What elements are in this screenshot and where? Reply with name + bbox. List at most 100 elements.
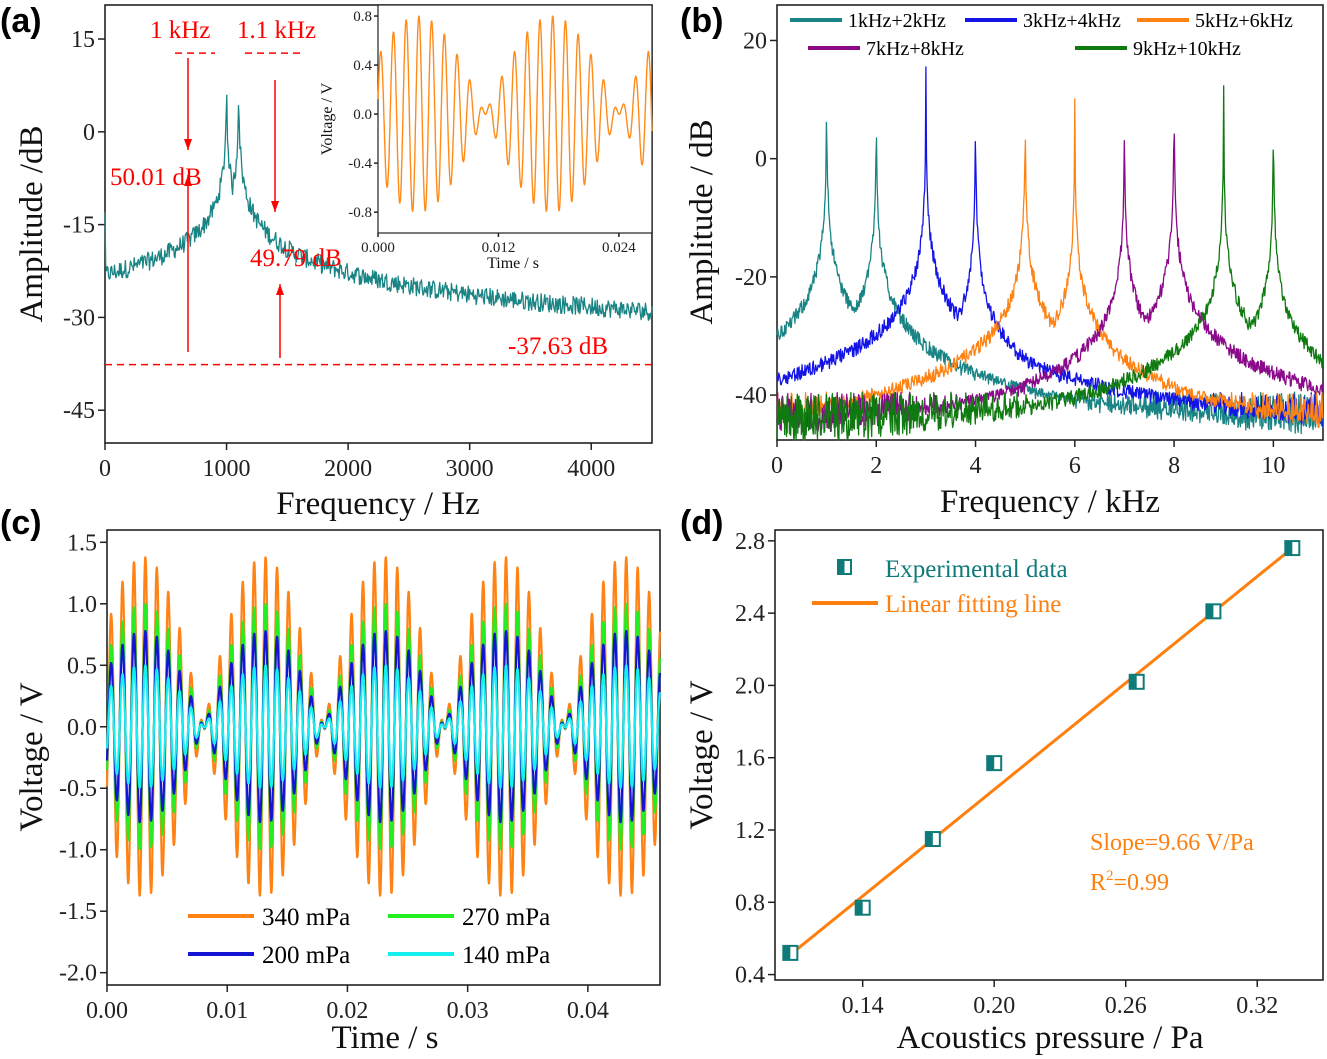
legend-label-140: 140 mPa <box>462 942 550 969</box>
data-point-fill <box>987 756 995 771</box>
panel-c-ylabel: Voltage / V <box>14 682 50 831</box>
panel-b-xtick-label: 6 <box>1069 453 1081 479</box>
panel-b-series-5 <box>776 85 1324 441</box>
arrow-up-snr1-head <box>184 175 192 186</box>
panel-a-xtick-label: 4000 <box>567 456 615 482</box>
annotation-f1: 1 kHz <box>150 17 210 44</box>
panel-b-xlabel: Frequency / kHz <box>940 484 1160 520</box>
inset-ytick-label: 0.8 <box>353 9 372 25</box>
data-point-fill <box>1206 604 1214 619</box>
panel-a-annotations: 1 kHz 1.1 kHz 50.01 dB 49.79 dB -37.63 d… <box>110 17 608 360</box>
panel-c-xlabel: Time / s <box>332 1020 439 1056</box>
panel-b-ytick-label: 20 <box>743 28 767 54</box>
panel-label-b: (b) <box>680 2 723 40</box>
legend-label-9-10khz: 9kHz+10kHz <box>1133 38 1241 60</box>
data-point-fill <box>925 832 933 847</box>
panel-a-xtick-label: 2000 <box>324 456 372 482</box>
panel-c-ytick-label: 0.0 <box>67 715 97 741</box>
panel-d-ytick-label: 0.4 <box>735 963 765 989</box>
inset-xlabel: Time / s <box>487 255 539 272</box>
panel-d-ytick-label: 0.8 <box>735 890 765 916</box>
panel-b-series-1 <box>776 121 1324 435</box>
panel-d-xlabel: Acoustics pressure / Pa <box>896 1020 1203 1056</box>
panel-c-ytick-label: -0.5 <box>59 776 97 802</box>
panel-a-ytick-label: -45 <box>63 398 95 424</box>
panel-d-xtick-label: 0.26 <box>1105 993 1147 1019</box>
legend-marker-fill <box>838 560 845 574</box>
annotation-f2: 1.1 kHz <box>237 17 316 44</box>
inset-xtick-label: 0.024 <box>602 240 636 256</box>
panel-d-xtick-label: 0.32 <box>1236 993 1278 1019</box>
panel-label-d: (d) <box>680 504 723 542</box>
panel-c-ytick-label: -1.5 <box>59 899 97 925</box>
panel-c-ytick-label: -1.0 <box>59 838 97 864</box>
panel-d-ylabel: Voltage / V <box>684 680 720 829</box>
data-point-fill <box>855 900 863 915</box>
panel-b-legend: 1kHz+2kHz 3kHz+4kHz 5kHz+6kHz 7kHz+8kHz … <box>790 10 1293 60</box>
panel-d-ytick-label: 2.8 <box>735 529 765 555</box>
inset-xtick-label: 0.000 <box>361 240 395 256</box>
inset-xtick-label: 0.012 <box>482 240 516 256</box>
legend-label-200: 200 mPa <box>262 942 350 969</box>
panel-a-axes: 0 1000 2000 3000 4000 15 0 -15 -30 -45 <box>63 4 653 482</box>
panel-label-c: (c) <box>0 504 42 542</box>
panel-b-xtick-label: 4 <box>970 453 982 479</box>
legend-label-fit: Linear fitting line <box>885 591 1061 618</box>
panel-c-ytick-label: 0.5 <box>67 653 97 679</box>
panel-a-ytick-label: 0 <box>83 120 95 146</box>
legend-label-3-4khz: 3kHz+4kHz <box>1023 10 1121 32</box>
panel-c-legend: 340 mPa 270 mPa 200 mPa 140 mPa <box>188 904 550 969</box>
panel-b-series-3 <box>776 98 1324 429</box>
panel-c-axes: 0.00 0.01 0.02 0.03 0.04 1.5 1.0 0.5 0.0 -0.5 -1.0… <box>59 529 661 1024</box>
panel-d-ytick-label: 1.2 <box>735 818 765 844</box>
panel-a-ytick-label: -30 <box>63 305 95 331</box>
panel-d-ytick-label: 2.4 <box>735 601 765 627</box>
legend-label-270: 270 mPa <box>462 904 550 931</box>
annotation-floor: -37.63 dB <box>508 333 608 360</box>
panel-d-axes: 0.14 0.20 0.26 0.32 2.8 2.4 2.0 1.6 1.2 0.8 0.4 <box>735 529 1324 1019</box>
data-point-fill <box>1285 541 1293 556</box>
inset-ytick-label: 0.0 <box>353 107 372 123</box>
panel-d-xtick-label: 0.14 <box>842 993 884 1019</box>
panel-c-ytick-label: 1.5 <box>67 530 97 556</box>
panel-c-ytick-label: -2.0 <box>59 961 97 987</box>
panel-b-ylabel: Amplitude / dB <box>684 119 720 324</box>
panel-b-ytick-label: 0 <box>755 147 767 173</box>
panel-c-ytick-label: 1.0 <box>67 592 97 618</box>
panel-a-xlabel: Frequency / Hz <box>276 486 479 522</box>
legend-label-7-8khz: 7kHz+8kHz <box>866 38 964 60</box>
arrow-down-snr2-head <box>271 201 279 212</box>
panel-b-xtick-label: 0 <box>771 453 783 479</box>
legend-label-experimental: Experimental data <box>885 556 1068 583</box>
panel-b-frame <box>776 4 1324 441</box>
legend-label-1-2khz: 1kHz+2kHz <box>848 10 946 32</box>
panel-b-xtick-label: 10 <box>1261 453 1285 479</box>
panel-c-xtick-label: 0.00 <box>86 998 128 1024</box>
annotation-snr1: 50.01 dB <box>110 164 202 191</box>
r2-superscript: 2 <box>1106 868 1114 884</box>
inset-ytick-label: 0.4 <box>353 58 372 74</box>
panel-b-axes: 0 2 4 6 8 10 20 0 -20 -40 <box>735 4 1324 479</box>
arrow-up-snr2-head <box>276 284 284 295</box>
panel-b-series-2 <box>776 66 1324 427</box>
data-point-fill <box>1129 674 1137 689</box>
panel-c-xtick-label: 0.02 <box>326 998 368 1024</box>
annotation-r2: R2=0.99 <box>1090 868 1169 896</box>
panel-c-series-140-mPa <box>105 664 662 790</box>
annotation-slope: Slope=9.66 V/Pa <box>1090 830 1254 856</box>
panel-d-legend: Experimental data Linear fitting line Sl… <box>812 556 1254 896</box>
arrow-down-snr1-head <box>184 139 192 150</box>
panel-d-ytick-label: 2.0 <box>735 673 765 699</box>
annotation-snr2: 49.79 dB <box>250 245 342 272</box>
panel-c-xtick-label: 0.04 <box>567 998 609 1024</box>
panel-c-xtick-label: 0.01 <box>206 998 248 1024</box>
panel-d-ytick-label: 1.6 <box>735 746 765 772</box>
panel-c-xtick-label: 0.03 <box>447 998 489 1024</box>
panel-b-ytick-label: -40 <box>735 383 767 409</box>
panel-d-xtick-label: 0.20 <box>973 993 1015 1019</box>
panel-b-xtick-label: 8 <box>1168 453 1180 479</box>
r2-value: =0.99 <box>1114 870 1170 896</box>
panel-a-xtick-label: 3000 <box>446 456 494 482</box>
panel-a-xtick-label: 1000 <box>203 456 251 482</box>
